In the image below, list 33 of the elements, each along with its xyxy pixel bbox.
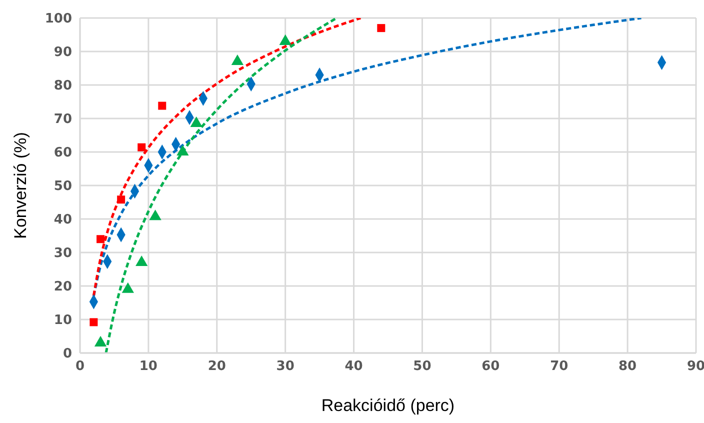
point [117, 196, 126, 204]
x-tick-label: 80 [618, 359, 637, 374]
x-axis-title: Reakcióidő (perc) [321, 396, 455, 415]
point [190, 116, 202, 128]
y-tick-label: 0 [62, 346, 72, 362]
point [176, 144, 189, 156]
point [377, 24, 386, 32]
y-tick-label: 20 [54, 280, 72, 295]
y-tick-label: 80 [54, 78, 72, 94]
x-tick-label: 30 [276, 359, 294, 374]
y-tick-label: 10 [54, 313, 72, 328]
x-tick-label: 10 [139, 359, 158, 374]
point [96, 235, 105, 244]
point [149, 210, 162, 220]
point [90, 318, 98, 326]
y-tick-label: 70 [54, 112, 72, 128]
point [158, 102, 166, 110]
x-tick-label: 70 [550, 359, 568, 374]
y-tick-label: 40 [54, 212, 72, 228]
point [138, 143, 146, 152]
y-tick-label: 90 [54, 45, 72, 60]
y-tick-label: 30 [54, 246, 72, 262]
y-axis-title: Konverzió (%) [11, 132, 30, 239]
x-tick-label: 60 [482, 359, 500, 374]
x-tick-label: 50 [413, 359, 432, 374]
point [231, 54, 244, 66]
y-tick-label: 60 [54, 146, 72, 161]
x-tick-label: 0 [75, 359, 85, 374]
y-tick-label: 100 [44, 12, 72, 27]
y-tick-label: 50 [54, 179, 72, 194]
x-tick-label: 40 [344, 359, 363, 374]
point [136, 256, 148, 266]
x-tick-label: 20 [208, 359, 226, 374]
